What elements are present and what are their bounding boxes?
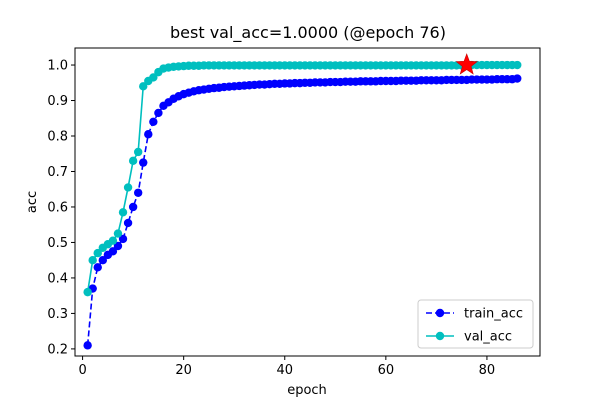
data-point	[118, 208, 128, 217]
data-point	[128, 202, 138, 212]
y-tick-label: 0.7	[47, 165, 68, 180]
y-tick-label: 0.9	[47, 94, 68, 109]
data-point	[133, 147, 143, 157]
legend-label: train_acc	[464, 307, 523, 322]
data-point	[83, 341, 92, 350]
data-point	[113, 241, 123, 251]
data-point	[149, 117, 158, 127]
data-point	[93, 248, 102, 258]
data-point	[88, 255, 97, 265]
legend-marker	[435, 331, 445, 341]
series-line	[86, 64, 518, 293]
y-tick-label: 0.6	[47, 200, 68, 215]
data-point	[128, 156, 138, 166]
y-tick-label: 0.5	[47, 236, 68, 251]
x-axis-label: epoch	[287, 383, 327, 398]
data-point	[154, 108, 163, 118]
data-point	[108, 236, 118, 245]
y-axis-label: acc	[25, 191, 40, 213]
data-point	[133, 188, 143, 197]
data-point	[98, 255, 108, 265]
series-train-acc	[83, 74, 522, 350]
y-tick-label: 0.4	[47, 271, 68, 286]
x-axis: 0 20 40 60 80	[78, 356, 495, 378]
data-point	[149, 73, 158, 82]
data-point	[108, 247, 118, 256]
data-point	[144, 130, 153, 139]
data-point	[113, 229, 123, 238]
series-layer	[83, 53, 522, 350]
data-point	[513, 60, 522, 70]
data-point	[83, 287, 92, 297]
data-point	[139, 158, 148, 167]
legend-label: val_acc	[464, 330, 512, 345]
x-tick-label: 0	[78, 363, 86, 378]
data-point	[139, 82, 148, 91]
data-point	[513, 74, 522, 83]
y-tick-label: 0.3	[47, 307, 68, 322]
x-tick-label: 80	[479, 363, 496, 378]
data-point	[93, 263, 102, 272]
data-point	[123, 183, 133, 192]
series-val-acc	[83, 60, 522, 297]
best-epoch-star-marker	[455, 53, 478, 75]
x-tick-label: 40	[276, 363, 293, 378]
chart-title: best val_acc=1.0000 (@epoch 76)	[170, 23, 446, 43]
legend: train_acc val_acc	[417, 299, 534, 349]
x-tick-label: 60	[378, 363, 395, 378]
y-axis: 0.2 0.3 0.4 0.5 0.6 0.7 0.8 0.9 1.0	[47, 59, 75, 357]
y-tick-label: 0.8	[47, 130, 68, 145]
y-tick-label: 1.0	[47, 59, 68, 74]
data-point	[123, 218, 133, 228]
legend-marker	[435, 308, 445, 318]
x-tick-label: 20	[175, 363, 192, 378]
plot-area-frame	[74, 47, 541, 357]
data-point	[118, 234, 128, 244]
y-tick-label: 0.2	[47, 342, 68, 357]
